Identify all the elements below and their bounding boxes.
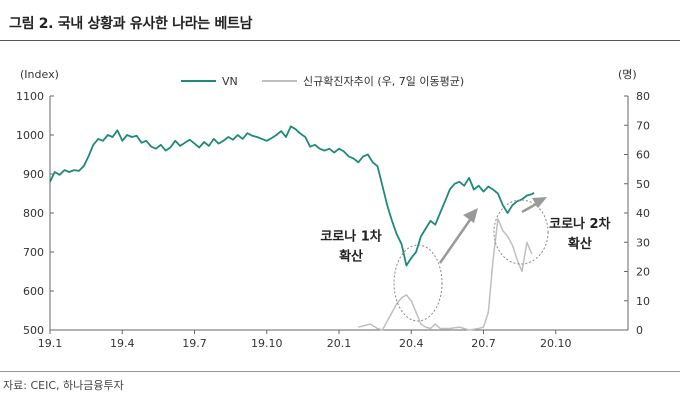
x-tick-label: 20.10	[540, 337, 572, 350]
left-tick-label: 500	[23, 324, 44, 337]
annotation-text: 확산	[568, 236, 592, 252]
chart-legend: VN 신규확진자추이 (우, 7일 이동평균)	[181, 74, 464, 88]
x-tick-label: 19.7	[182, 337, 207, 350]
wave1-arrowhead	[463, 208, 478, 223]
legend-label-vn: VN	[222, 75, 238, 88]
x-tick-label: 20.7	[471, 337, 496, 350]
x-tick-label: 19.1	[38, 337, 63, 350]
right-axis-ticks: 0 10 20 30 40 50 60 70 80	[624, 90, 650, 337]
wave2-arrowhead	[532, 197, 547, 208]
right-tick-label: 50	[636, 178, 650, 191]
right-tick-label: 10	[636, 295, 650, 308]
x-tick-label: 19.10	[251, 337, 283, 350]
right-tick-label: 40	[636, 207, 650, 220]
x-tick-label: 20.4	[399, 337, 424, 350]
x-axis-ticks: 19.1 19.4 19.7 19.10 20.1 20.4 20.7 20.10	[38, 330, 572, 350]
x-tick-label: 20.1	[327, 337, 352, 350]
left-tick-label: 600	[23, 285, 44, 298]
title-rule	[0, 40, 680, 41]
legend-label-cases: 신규확진자추이 (우, 7일 이동평균)	[303, 74, 464, 88]
left-axis-unit: (Index)	[20, 68, 59, 81]
series-line-vn	[49, 125, 535, 267]
annotation-text: 코로나 2차	[549, 216, 610, 232]
right-tick-label: 60	[636, 149, 650, 162]
series-line-cases	[358, 218, 533, 331]
wave2-arrow	[521, 201, 539, 214]
right-tick-label: 30	[636, 236, 650, 249]
left-axis-ticks: 500 600 700 800 900 1000 1100	[16, 90, 54, 337]
right-tick-label: 20	[636, 266, 650, 279]
right-tick-label: 0	[636, 324, 643, 337]
right-tick-label: 70	[636, 119, 650, 132]
chart-series	[49, 125, 535, 331]
right-tick-label: 80	[636, 90, 650, 103]
annotation-text: 코로나 1차	[320, 228, 381, 244]
wave1-highlight-circle	[393, 244, 443, 322]
annotation-text: 확산	[339, 248, 363, 264]
left-tick-label: 900	[23, 168, 44, 181]
right-axis-unit: (명)	[618, 68, 637, 81]
left-tick-label: 1100	[16, 90, 44, 103]
left-tick-label: 700	[23, 246, 44, 259]
x-tick-label: 19.4	[110, 337, 135, 350]
source-note: 자료: CEIC, 하나금융투자	[3, 379, 124, 392]
wave1-arrow	[438, 216, 474, 264]
left-tick-label: 800	[23, 207, 44, 220]
figure-title: 그림 2. 국내 상황과 유사한 나라는 베트남	[9, 16, 253, 32]
left-tick-label: 1000	[16, 129, 44, 142]
wave2-highlight-circle	[493, 199, 549, 265]
source-rule	[0, 371, 680, 372]
